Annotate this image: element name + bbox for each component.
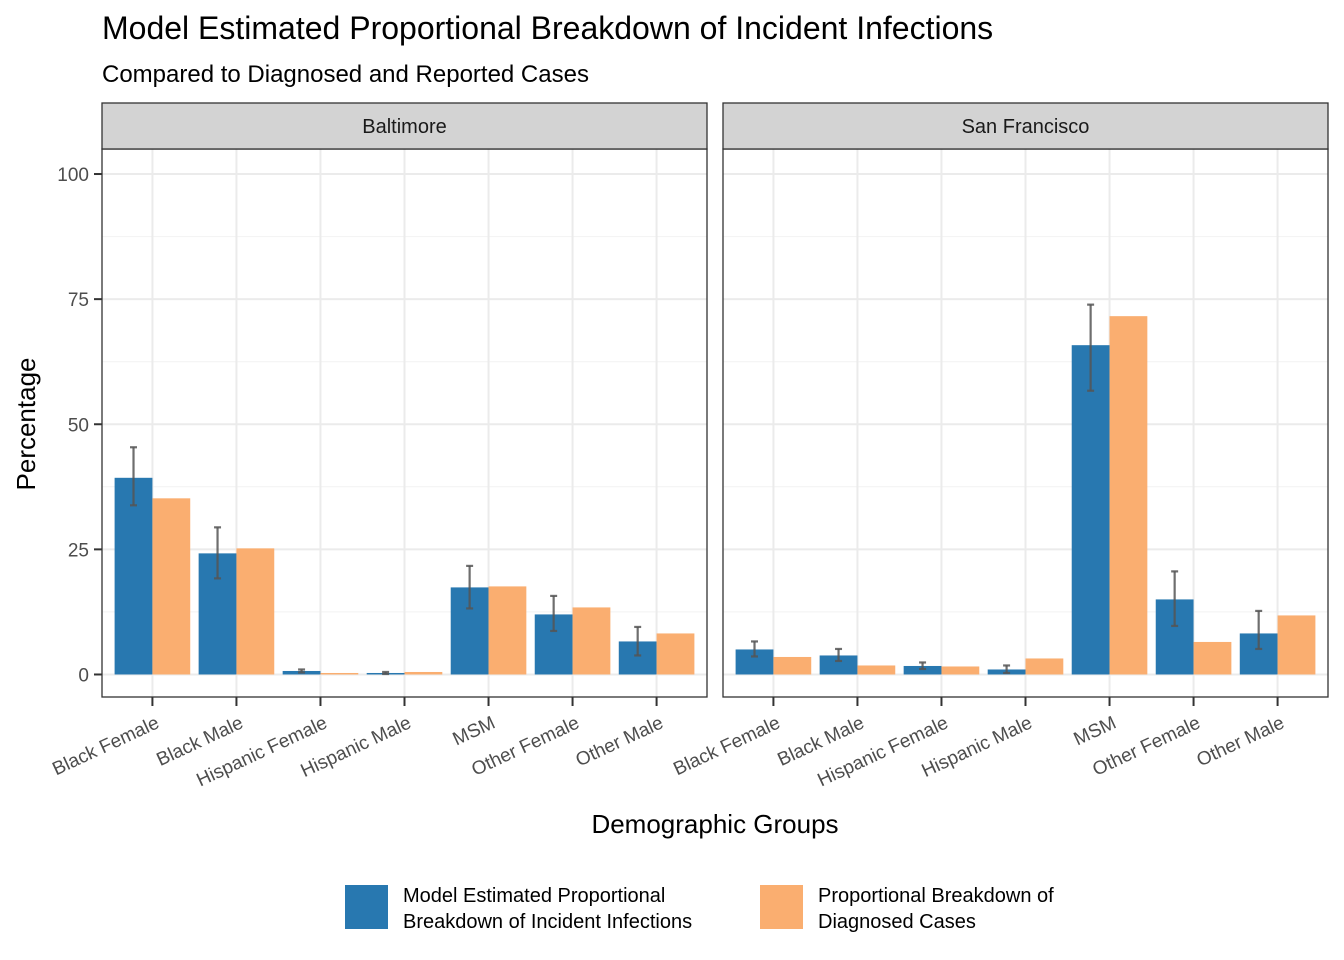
bar-diagnosed-6: [656, 633, 695, 675]
legend-item-0: Model Estimated Proportional Breakdown of…: [345, 885, 692, 933]
y-tick-label: 100: [57, 165, 89, 186]
facet-strip-label: Baltimore: [362, 116, 446, 138]
error-bar-5: [1171, 570, 1179, 628]
bar-diagnosed-3: [404, 671, 443, 675]
error-bar-1: [214, 526, 222, 580]
error-bar-0: [130, 446, 138, 507]
facet-strip-label: San Francisco: [962, 116, 1090, 138]
bar-model-1: [819, 655, 858, 675]
error-bar-2: [919, 661, 927, 671]
chart-subtitle: Compared to Diagnosed and Reported Cases: [102, 61, 589, 88]
error-bar-6: [1255, 609, 1263, 651]
y-tick-label: 75: [68, 290, 89, 311]
bar-diagnosed-2: [941, 666, 980, 675]
x-tick-label: MSM: [450, 712, 499, 750]
bar-diagnosed-5: [572, 607, 611, 675]
legend-key-1: [760, 885, 803, 929]
error-bar-6: [634, 625, 642, 657]
bar-model-2: [903, 665, 942, 675]
legend: Model Estimated Proportional Breakdown of…: [345, 885, 1054, 933]
x-axis-title: Demographic Groups: [591, 809, 838, 839]
legend-item-1: Proportional Breakdown of Diagnosed Cases: [760, 885, 1054, 933]
error-bar-3: [382, 670, 390, 676]
error-bar-5: [550, 594, 558, 633]
bar-diagnosed-1: [857, 665, 896, 675]
error-bar-2: [298, 668, 306, 674]
x-tick-label: Black Female: [670, 712, 783, 780]
y-tick-label: 50: [68, 415, 89, 436]
facet-strip: [101, 102, 708, 150]
facet-strip: [722, 102, 1329, 150]
bar-diagnosed-4: [488, 586, 527, 675]
legend-label-line: Diagnosed Cases: [818, 911, 976, 933]
legend-key-0: [345, 885, 388, 929]
legend-label-line: Model Estimated Proportional: [403, 885, 665, 907]
x-tick-label: Other Male: [1194, 712, 1288, 771]
bar-diagnosed-0: [152, 498, 191, 675]
bar-model-4: [1071, 345, 1110, 675]
error-bar-4: [1087, 303, 1095, 392]
bar-diagnosed-0: [773, 656, 812, 675]
bar-model-0: [114, 477, 153, 675]
y-axis-title: Percentage: [11, 358, 41, 491]
y-tick-label: 0: [78, 665, 89, 686]
error-bar-1: [835, 647, 843, 663]
y-tick-label: 25: [68, 540, 89, 561]
error-bar-4: [466, 564, 474, 610]
chart-title: Model Estimated Proportional Breakdown o…: [102, 10, 993, 46]
error-bar-0: [751, 640, 759, 658]
bar-diagnosed-2: [320, 672, 359, 675]
bar-diagnosed-1: [236, 548, 275, 675]
legend-label-line: Breakdown of Incident Infections: [403, 911, 692, 933]
x-tick-label: Other Male: [573, 712, 667, 771]
bar-diagnosed-6: [1277, 615, 1316, 675]
x-tick-label: Black Female: [49, 712, 162, 780]
bar-diagnosed-3: [1025, 658, 1064, 675]
bar-diagnosed-5: [1193, 641, 1232, 675]
legend-label-line: Proportional Breakdown of: [818, 885, 1054, 907]
bar-diagnosed-4: [1109, 316, 1148, 675]
error-bar-3: [1003, 664, 1011, 675]
x-tick-label: MSM: [1071, 712, 1120, 750]
